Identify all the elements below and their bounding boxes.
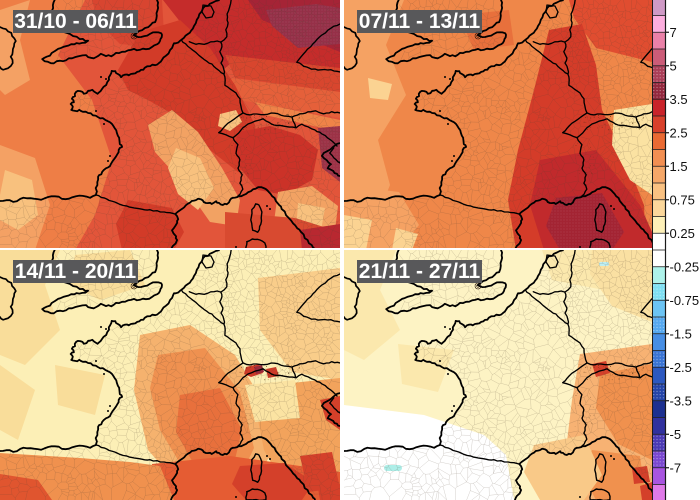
svg-text:3.5: 3.5 (670, 92, 688, 107)
svg-text:-2.5: -2.5 (670, 360, 692, 375)
svg-text:-3.5: -3.5 (670, 393, 692, 408)
svg-text:5: 5 (670, 58, 677, 73)
svg-text:2.5: 2.5 (670, 125, 688, 140)
svg-text:-5: -5 (670, 427, 682, 442)
svg-text:-1.5: -1.5 (670, 326, 692, 341)
svg-text:-0.75: -0.75 (670, 293, 700, 308)
svg-text:-0.25: -0.25 (670, 259, 700, 274)
svg-text:-7: -7 (670, 460, 682, 475)
svg-text:7: 7 (670, 25, 677, 40)
svg-text:0.75: 0.75 (670, 192, 695, 207)
svg-text:1.5: 1.5 (670, 159, 688, 174)
svg-text:0.25: 0.25 (670, 226, 695, 241)
